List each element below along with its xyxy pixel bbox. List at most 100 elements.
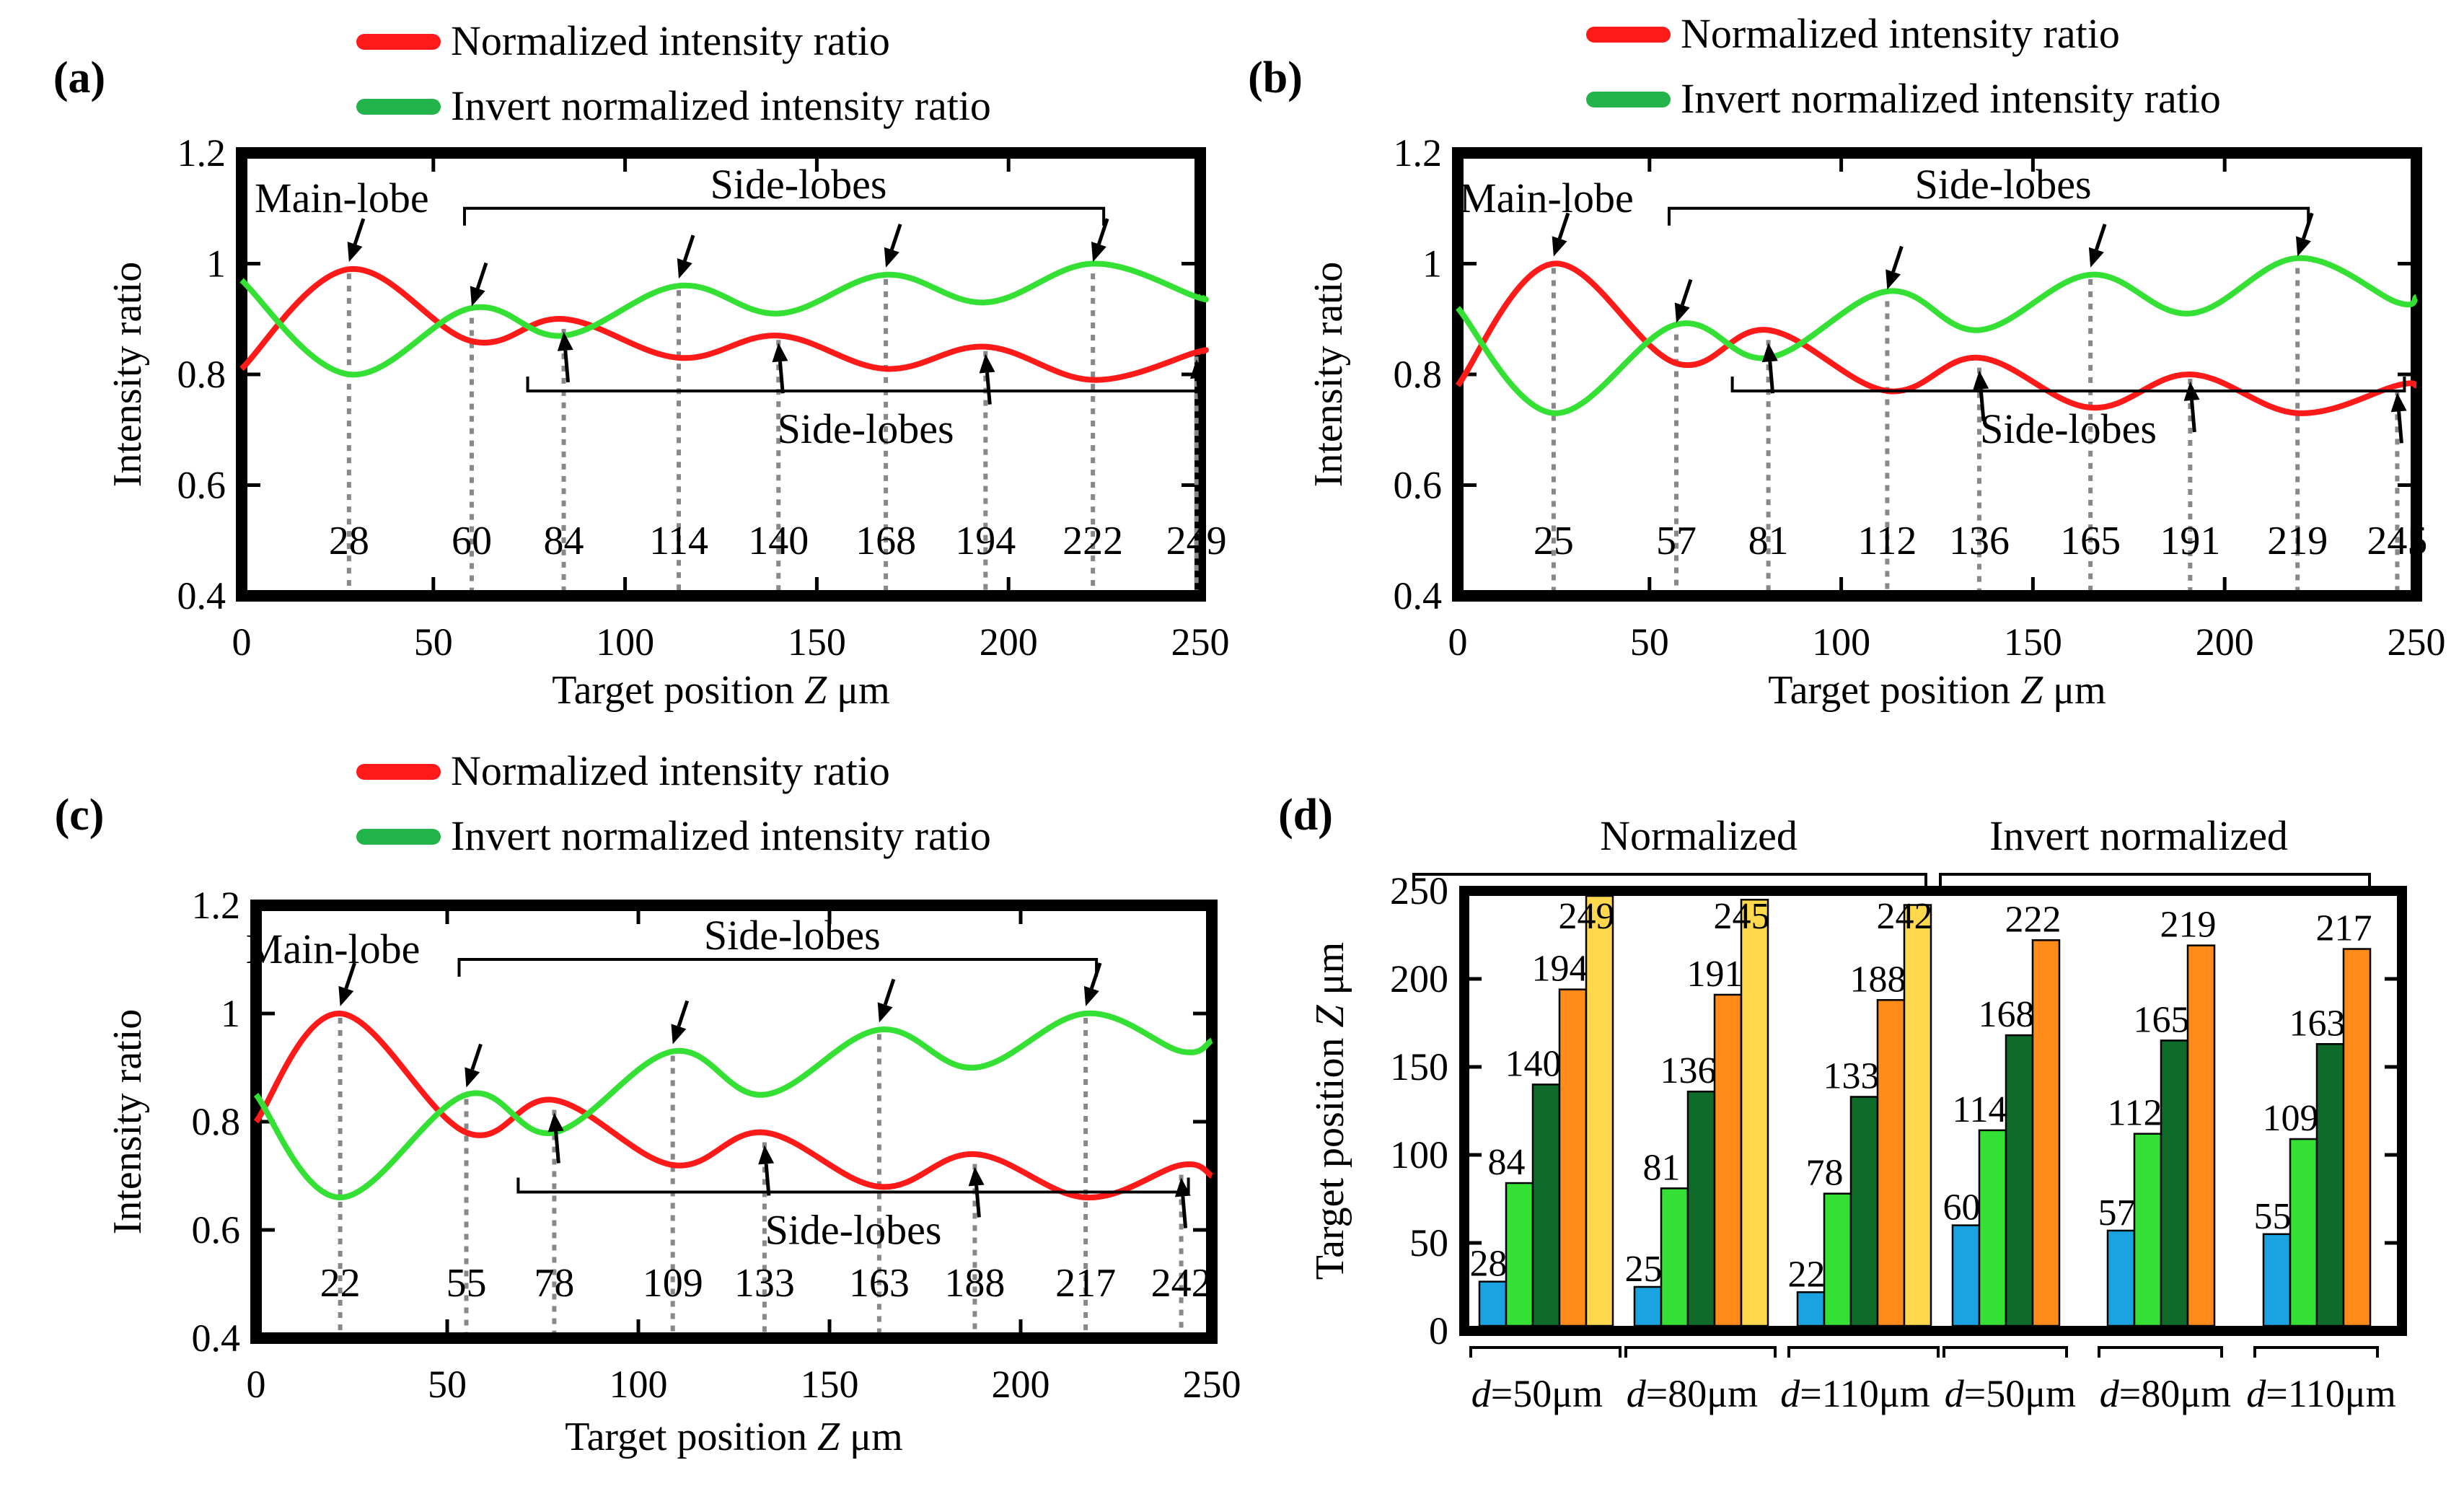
bar-value-label: 217 (2316, 908, 2372, 949)
peak-arrow (979, 353, 995, 405)
bar (1876, 999, 1906, 1327)
bar (1558, 988, 1588, 1327)
arrow-head (465, 1067, 480, 1088)
peak-arrow (1674, 278, 1693, 323)
y-axis-label: Intensity ratio (1306, 262, 1351, 488)
panel-d: (d) Normalized Invert normalized 0 50 100 150 2… (1278, 791, 2407, 1415)
arrow-head (1886, 269, 1901, 290)
peak-arrow (2390, 392, 2407, 444)
peak-value-label: 57 (1656, 519, 1697, 563)
category-label-symbol: d (1780, 1372, 1800, 1415)
bar (1951, 1224, 1981, 1327)
peak-value-label: 109 (643, 1261, 703, 1306)
arrow-head (2295, 236, 2311, 257)
x-axis-label-variable: Z (2020, 668, 2043, 713)
bar-value-label: 219 (2160, 905, 2217, 946)
y-axis-label: Intensity ratio (105, 1009, 150, 1235)
peak-value-label: 168 (855, 519, 916, 563)
x-axis-label-text: Target position (552, 668, 804, 713)
bar (1796, 1291, 1826, 1327)
y-tick-label: 0.8 (1394, 353, 1443, 396)
arrow-head (979, 353, 995, 374)
peak-value-label: 217 (1055, 1261, 1116, 1306)
arrow-shaft (1768, 361, 1775, 394)
x-tick-label: 200 (2196, 620, 2254, 664)
y-tick-label: 0.6 (177, 464, 226, 507)
side-lobes-bracket-top (462, 206, 1106, 226)
bar-value-label: 28 (1470, 1244, 1508, 1285)
peak-value-label: 249 (1166, 519, 1227, 563)
x-tick-label: 200 (980, 620, 1038, 664)
x-axis-label-variable: Z (817, 1415, 840, 1459)
peak-value-label: 163 (849, 1261, 910, 1306)
group-header-normalized: Normalized (1600, 812, 1798, 859)
arrow-head (470, 286, 485, 307)
arrow-shaft (682, 234, 695, 262)
group-header-invert: Invert normalized (1989, 812, 2288, 859)
bar (1505, 1182, 1534, 1327)
legend-label: Invert normalized intensity ratio (451, 82, 991, 129)
y-tick-label: 0.4 (192, 1316, 241, 1360)
peak-arrow (557, 331, 573, 383)
arrow-head (677, 258, 692, 279)
bar (2133, 1133, 2162, 1327)
arrow-head (758, 1145, 775, 1165)
bar (1823, 1192, 1852, 1327)
y-tick-label: 250 (1390, 869, 1448, 913)
category-label: d=80μm (1627, 1372, 1758, 1415)
legend-label: Normalized intensity ratio (1681, 10, 2120, 57)
bar-value-label: 57 (2098, 1192, 2136, 1234)
y-tick-label: 50 (1409, 1221, 1448, 1265)
bar (2106, 1229, 2136, 1327)
x-tick-label: 150 (801, 1363, 859, 1406)
peak-value-label: 84 (544, 519, 584, 563)
peak-arrow (2295, 212, 2314, 257)
peak-value-label: 140 (748, 519, 809, 563)
main-lobe-label: Main-lobe (246, 926, 421, 972)
bar-value-label: 165 (2134, 999, 2190, 1040)
arrow-head (1552, 236, 1567, 257)
category-label-value: =80μm (1646, 1372, 1758, 1415)
bar (2005, 1034, 2034, 1327)
bar (1686, 1090, 1716, 1327)
bar (2186, 944, 2216, 1327)
peak-arrow (347, 218, 366, 263)
bar-value-label: 163 (2289, 1003, 2346, 1044)
bar-value-label: 133 (1823, 1055, 1880, 1096)
arrow-head (1083, 985, 1099, 1006)
arrow-shaft (2094, 224, 2107, 250)
bar-value-label: 81 (1643, 1147, 1681, 1188)
arrow-shaft (353, 218, 366, 245)
category-bracket (1942, 1346, 2068, 1358)
category-label-symbol: d (2100, 1372, 2120, 1415)
x-axis-label-variable: Z (804, 668, 827, 713)
arrow-head (1174, 1177, 1191, 1197)
series-line-normalized (239, 266, 1209, 383)
x-tick-label: 250 (1183, 1363, 1241, 1406)
arrow-head (338, 985, 354, 1006)
y-tick-label: 0.8 (192, 1100, 241, 1143)
panel-label: (d) (1278, 791, 1333, 840)
bar-value-label: 242 (1877, 896, 1933, 937)
y-tick-label: 1.2 (177, 131, 226, 175)
series-line-normalized (253, 1010, 1214, 1201)
peak-value-label: 222 (1062, 519, 1123, 563)
category-label-value: =50μm (1491, 1372, 1603, 1415)
category-bracket (1787, 1346, 1940, 1358)
x-axis-label-text: Target position (1768, 668, 2020, 713)
peak-value-label: 22 (320, 1261, 361, 1306)
y-tick-label: 1.2 (1394, 131, 1443, 175)
arrow-shaft (344, 962, 356, 990)
panel-1: (b) Normalized intensity ratio Invert norm… (1248, 10, 2445, 713)
side-lobes-label-top: Side-lobes (1915, 161, 2092, 208)
peak-value-label: 165 (2060, 519, 2121, 563)
bar-value-label: 25 (1625, 1249, 1663, 1290)
arrow-shaft (889, 224, 902, 250)
x-tick-label: 100 (610, 1363, 668, 1406)
peak-arrow (1189, 359, 1206, 410)
bar (1903, 904, 1932, 1327)
side-lobes-label-top: Side-lobes (704, 912, 881, 959)
arrow-head (2088, 247, 2104, 268)
arrow-head (557, 331, 573, 351)
x-tick-label: 0 (247, 1363, 266, 1406)
